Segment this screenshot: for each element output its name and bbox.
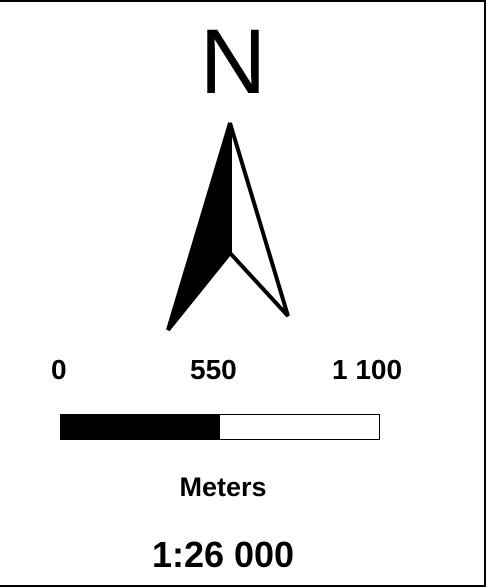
scale-bar xyxy=(60,414,380,440)
scale-label-550: 550 xyxy=(190,354,237,385)
scale-bar-empty-segment xyxy=(220,415,379,439)
north-arrow-outline-half xyxy=(228,122,290,318)
north-arrow-icon xyxy=(166,122,290,332)
scale-label-0: 0 xyxy=(51,354,67,385)
north-letter: N xyxy=(199,11,267,113)
scale-label-1100: 1 100 xyxy=(332,354,403,385)
scale-ratio: 1:26 000 xyxy=(151,534,295,575)
north-arrow-filled-half xyxy=(166,122,232,332)
scale-bar-filled-segment xyxy=(61,415,220,439)
scale-units: Meters xyxy=(179,472,267,502)
